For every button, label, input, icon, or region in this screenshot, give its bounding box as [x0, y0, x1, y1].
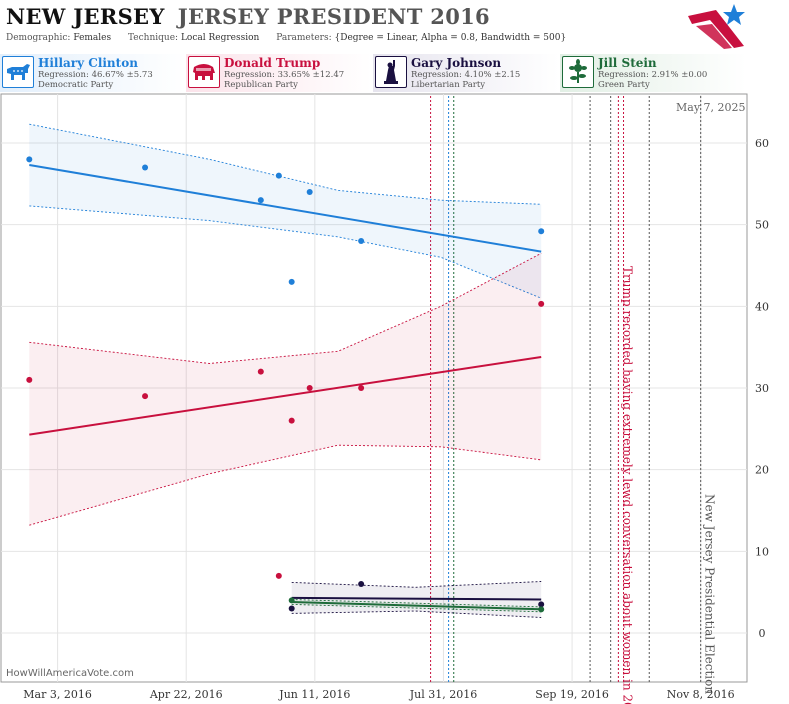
hillary-clinton-poll-point-4 — [288, 278, 295, 285]
x-tick-label-1: Apr 22, 2016 — [149, 688, 223, 701]
hillary-clinton-poll-point-5 — [306, 189, 313, 195]
y-axis-tick-labels: 0 10 20 30 40 50 60 — [755, 137, 769, 640]
legend-johnson-party: Libertarian Party — [411, 80, 486, 90]
donald-trump-poll-point-2 — [257, 368, 264, 375]
legend-johnson-name: Gary Johnson — [411, 56, 502, 70]
donald-trump-band-lower — [29, 444, 542, 526]
y-tick-label-2: 20 — [755, 464, 769, 477]
y-tick-label-6: 60 — [755, 137, 769, 150]
technique-value: Local Regression — [180, 33, 260, 43]
donkey-icon — [2, 56, 34, 88]
hillary-clinton-poll-point-3 — [275, 172, 282, 179]
donald-trump-poll-point-1 — [142, 393, 149, 400]
x-tick-label-4: Sep 19, 2016 — [535, 688, 609, 701]
gary-johnson-band-lower — [291, 610, 542, 618]
y-tick-label-1: 10 — [755, 545, 769, 558]
legend-trump-regression: Regression: 33.65% ±12.47 — [224, 70, 345, 80]
hillary-clinton-trend-line — [29, 164, 542, 253]
x-axis-tick-labels: Mar 3, 2016 Apr 22, 2016 Jun 11, 2016 Jul 3… — [23, 688, 734, 701]
gary-johnson-band-upper — [291, 581, 542, 588]
legend-stein-regression: Regression: 2.91% ±0.00 — [598, 70, 708, 80]
legend-stein[interactable]: Jill Stein Regression: 2.91% ±0.00 Green… — [560, 54, 746, 92]
technique-label: Technique: — [128, 33, 179, 43]
hillary-clinton-band-lower — [29, 205, 542, 299]
race-title: JERSEY PRESIDENT 2016 — [177, 4, 490, 29]
gary-johnson-poll-point-2 — [538, 601, 545, 608]
jill-stein-band-upper — [291, 599, 542, 608]
donald-trump-poll-point-7 — [538, 300, 545, 307]
donald-trump-poll-point-6 — [358, 385, 365, 391]
site-credit[interactable]: HowWillAmericaVote.com — [6, 668, 134, 679]
demographic-label: Demographic: — [6, 33, 71, 43]
legend-johnson[interactable]: Gary Johnson Regression: 4.10% ±2.15 Lib… — [373, 54, 559, 92]
gary-johnson-poll-point-1 — [358, 581, 365, 587]
legend-trump-name: Donald Trump — [224, 56, 321, 70]
legend-trump-party: Republican Party — [224, 80, 298, 90]
legend-trump[interactable]: Donald Trump Regression: 33.65% ±12.47 R… — [186, 54, 372, 92]
candidate-legend: Hillary Clinton Regression: 46.67% ±5.73… — [0, 54, 789, 92]
x-tick-label-2: Jun 11, 2016 — [278, 688, 350, 701]
donald-trump-poll-point-0 — [26, 376, 33, 383]
legend-clinton-name: Hillary Clinton — [38, 56, 138, 70]
green-flower-icon — [562, 56, 594, 88]
y-tick-label-3: 30 — [755, 382, 769, 395]
hillary-clinton-band-upper — [29, 123, 542, 205]
elephant-icon — [188, 56, 220, 88]
donald-trump-band-upper — [29, 252, 542, 364]
legend-stein-party: Green Party — [598, 80, 650, 90]
donald-trump-band-fill — [29, 253, 542, 526]
statue-of-liberty-icon — [375, 56, 407, 88]
y-tick-label-0: 0 — [759, 627, 766, 640]
chart-title: NEW JERSEY JERSEY PRESIDENT 2016 — [6, 4, 490, 32]
y-tick-label-4: 40 — [755, 300, 769, 313]
hillary-clinton-poll-point-2 — [257, 197, 264, 204]
legend-clinton-party: Democratic Party — [38, 80, 114, 90]
event-annotation-label-1: New Jersey Presidential Election — [703, 494, 717, 694]
demographic-value: Females — [73, 33, 112, 43]
x-tick-label-3: Jul 31, 2016 — [409, 688, 478, 701]
donald-trump-poll-point-3 — [275, 572, 282, 579]
hillary-clinton-band-fill — [29, 124, 542, 299]
event-annotations: Trump recorded having extremely lewd con… — [430, 96, 717, 704]
event-annotation-label-0: Trump recorded having extremely lewd con… — [620, 266, 634, 704]
state-title: NEW JERSEY — [6, 4, 165, 29]
legend-clinton-regression: Regression: 46.67% ±5.73 — [38, 70, 153, 80]
legend-clinton[interactable]: Hillary Clinton Regression: 46.67% ±5.73… — [0, 54, 186, 92]
donald-trump-poll-point-4 — [288, 417, 295, 424]
jill-stein-poll-point-0 — [288, 597, 295, 604]
parameters-value: {Degree = Linear, Alpha = 0.8, Bandwidth… — [334, 33, 567, 43]
site-logo-icon[interactable] — [686, 2, 748, 52]
grid-lines — [1, 94, 747, 682]
jill-stein-poll-point-1 — [538, 606, 545, 613]
hillary-clinton-poll-point-0 — [26, 156, 33, 163]
poll-points — [26, 156, 545, 613]
trend-lines — [29, 164, 542, 611]
date-note: May 7, 2025 — [676, 101, 746, 114]
legend-johnson-regression: Regression: 4.10% ±2.15 — [411, 70, 521, 80]
y-tick-label-5: 50 — [755, 219, 769, 232]
jill-stein-trend-line — [291, 601, 542, 611]
donald-trump-poll-point-5 — [306, 385, 313, 391]
x-tick-label-0: Mar 3, 2016 — [23, 688, 92, 701]
parameters-line: Demographic: Females Technique: Local Re… — [6, 33, 580, 43]
parameters-label: Parameters: — [276, 33, 332, 43]
jill-stein-band-lower — [291, 603, 542, 613]
legend-stein-name: Jill Stein — [598, 56, 657, 70]
hillary-clinton-poll-point-1 — [142, 164, 149, 171]
hillary-clinton-poll-point-6 — [358, 238, 365, 244]
donald-trump-trend-line — [29, 356, 542, 436]
gary-johnson-poll-point-0 — [288, 605, 295, 612]
gary-johnson-trend-line — [291, 596, 542, 601]
hillary-clinton-poll-point-7 — [538, 228, 545, 235]
x-tick-label-5: Nov 8, 2016 — [667, 688, 735, 701]
